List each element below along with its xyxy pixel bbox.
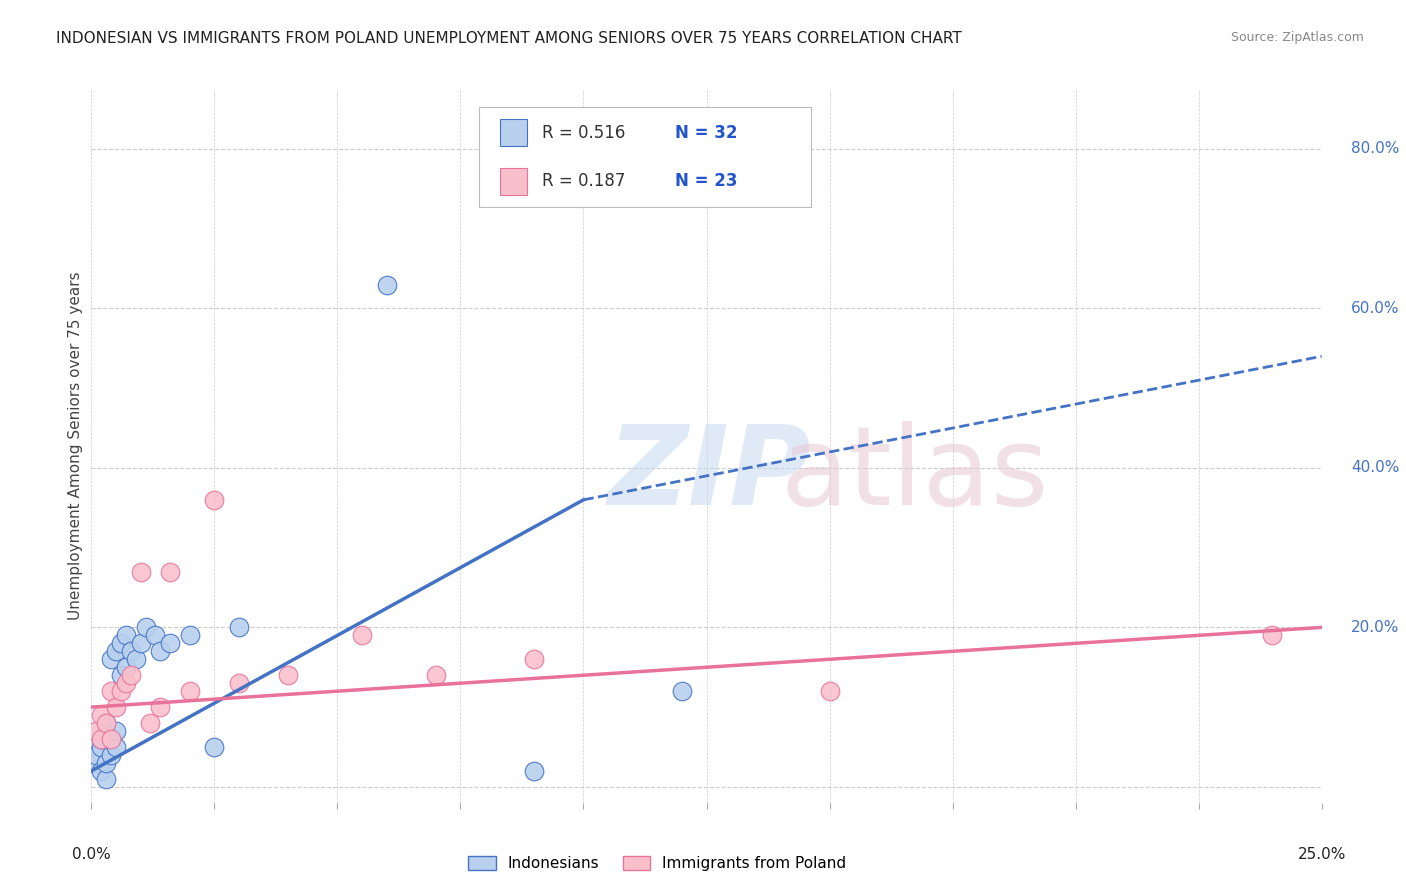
- Point: [114, 628, 138, 642]
- Point: [96, 772, 117, 786]
- Text: 60.0%: 60.0%: [1351, 301, 1399, 316]
- Point: [129, 636, 152, 650]
- Point: [110, 668, 132, 682]
- Point: [129, 565, 152, 579]
- Text: atlas: atlas: [780, 421, 1049, 528]
- Point: [202, 739, 225, 754]
- Y-axis label: Unemployment Among Seniors over 75 years: Unemployment Among Seniors over 75 years: [67, 272, 83, 620]
- Point: [120, 644, 142, 658]
- Point: [96, 756, 117, 770]
- Point: [86, 747, 108, 762]
- Point: [105, 724, 127, 739]
- Point: [100, 684, 122, 698]
- Point: [90, 731, 112, 746]
- Point: [86, 756, 108, 770]
- Point: [818, 684, 841, 698]
- Text: Source: ZipAtlas.com: Source: ZipAtlas.com: [1230, 31, 1364, 45]
- Point: [120, 668, 142, 682]
- Point: [135, 620, 156, 634]
- Point: [105, 739, 127, 754]
- Text: 80.0%: 80.0%: [1351, 142, 1399, 156]
- Point: [352, 628, 374, 642]
- Text: INDONESIAN VS IMMIGRANTS FROM POLAND UNEMPLOYMENT AMONG SENIORS OVER 75 YEARS CO: INDONESIAN VS IMMIGRANTS FROM POLAND UNE…: [56, 31, 962, 46]
- Point: [90, 708, 112, 723]
- Point: [139, 716, 162, 731]
- Point: [105, 644, 127, 658]
- Point: [110, 636, 132, 650]
- Legend: Indonesians, Immigrants from Poland: Indonesians, Immigrants from Poland: [463, 850, 852, 877]
- Point: [96, 724, 117, 739]
- Point: [100, 652, 122, 666]
- Text: R = 0.187: R = 0.187: [541, 172, 626, 190]
- Point: [202, 492, 225, 507]
- Text: 0.0%: 0.0%: [72, 847, 111, 862]
- Point: [105, 700, 127, 714]
- Point: [100, 731, 122, 746]
- FancyBboxPatch shape: [479, 107, 811, 207]
- Point: [145, 628, 166, 642]
- Point: [228, 620, 250, 634]
- Point: [523, 652, 546, 666]
- Point: [159, 565, 181, 579]
- Point: [90, 764, 112, 778]
- Point: [375, 277, 398, 292]
- Point: [100, 731, 122, 746]
- Text: 20.0%: 20.0%: [1351, 620, 1399, 635]
- Text: 25.0%: 25.0%: [1298, 847, 1346, 862]
- Point: [671, 684, 693, 698]
- Point: [114, 676, 138, 690]
- Point: [228, 676, 250, 690]
- Text: R = 0.516: R = 0.516: [541, 124, 626, 142]
- Point: [159, 636, 181, 650]
- Text: 40.0%: 40.0%: [1351, 460, 1399, 475]
- Point: [100, 747, 122, 762]
- Point: [179, 628, 201, 642]
- Point: [149, 700, 172, 714]
- Text: N = 23: N = 23: [675, 172, 737, 190]
- FancyBboxPatch shape: [501, 120, 527, 146]
- Point: [149, 644, 172, 658]
- Point: [1261, 628, 1284, 642]
- Point: [90, 739, 112, 754]
- Text: ZIP: ZIP: [607, 421, 811, 528]
- Point: [124, 652, 146, 666]
- Point: [96, 716, 117, 731]
- Point: [277, 668, 299, 682]
- Point: [425, 668, 447, 682]
- Point: [90, 731, 112, 746]
- Point: [110, 684, 132, 698]
- Point: [114, 660, 138, 674]
- Point: [179, 684, 201, 698]
- Point: [523, 764, 546, 778]
- Text: N = 32: N = 32: [675, 124, 737, 142]
- Point: [86, 724, 108, 739]
- Point: [96, 716, 117, 731]
- FancyBboxPatch shape: [501, 168, 527, 194]
